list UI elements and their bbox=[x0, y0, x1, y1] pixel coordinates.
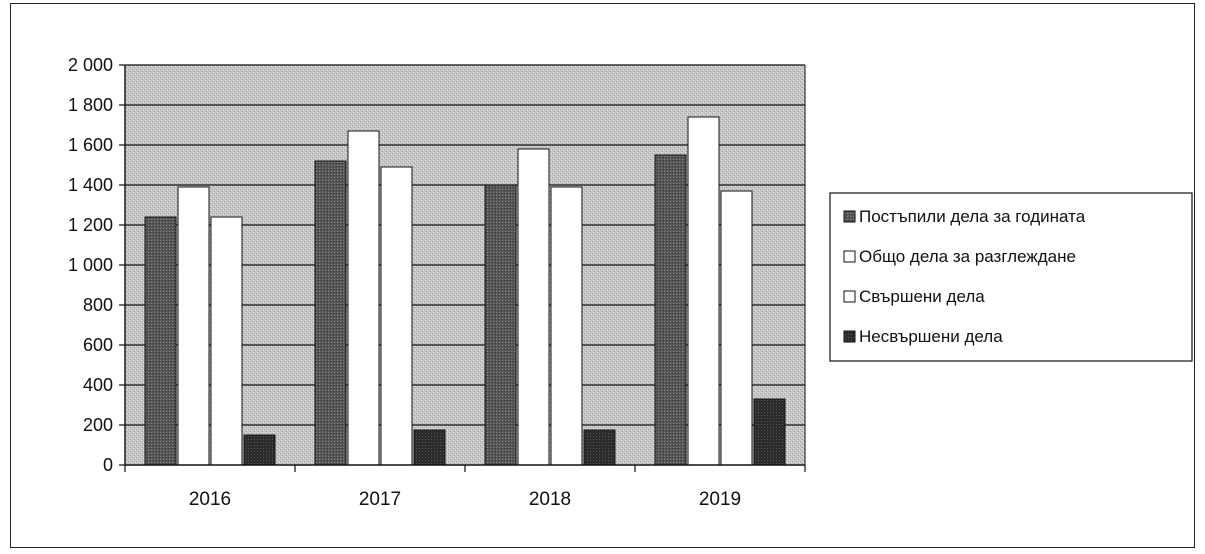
legend-label-3: Несвършени дела bbox=[859, 327, 1003, 346]
bar-3-2017 bbox=[413, 429, 446, 466]
axes bbox=[119, 64, 806, 472]
bar-0-2016 bbox=[144, 216, 177, 466]
x-tick-label: 2018 bbox=[529, 489, 571, 510]
bar-2-2016 bbox=[210, 216, 243, 466]
legend-swatch-3 bbox=[843, 330, 856, 343]
x-tick-label: 2017 bbox=[359, 489, 401, 510]
x-tick-label: 2019 bbox=[699, 489, 741, 510]
legend-label-2: Свършени дела bbox=[859, 287, 985, 306]
bar-chart: 0 200 400 600 800 1 000 1 200 1 400 1 600 1 800 2 … bbox=[10, 3, 1195, 548]
bar-0-2018 bbox=[484, 184, 517, 466]
y-tick-label: 200 bbox=[83, 415, 113, 435]
legend-item: Постъпили дела за годината bbox=[843, 207, 1086, 226]
x-tick-label: 2016 bbox=[189, 489, 231, 510]
legend-swatch-0 bbox=[843, 210, 856, 223]
legend-item: Общо дела за разглеждане bbox=[843, 247, 1076, 266]
y-tick-label: 1 400 bbox=[68, 175, 113, 195]
bar-1-2017 bbox=[347, 130, 380, 466]
bar-2-2019 bbox=[720, 190, 753, 466]
bar-3-2018 bbox=[583, 429, 616, 466]
bar-1-2016 bbox=[177, 186, 210, 466]
bar-0-2017 bbox=[314, 160, 347, 466]
y-tick-label: 1 000 bbox=[68, 255, 113, 275]
bar-3-2019 bbox=[753, 398, 786, 466]
legend-label-1: Общо дела за разглеждане bbox=[859, 247, 1076, 266]
legend: Постъпили дела за годината Общо дела за … bbox=[829, 192, 1193, 362]
y-tick-label: 1 600 bbox=[68, 135, 113, 155]
legend-box bbox=[829, 192, 1193, 362]
bar-1-2018 bbox=[517, 148, 550, 466]
legend-swatch-2 bbox=[843, 290, 856, 303]
chart-frame: 0 200 400 600 800 1 000 1 200 1 400 1 600 1 800 2 … bbox=[10, 3, 1195, 548]
bar-2-2018 bbox=[550, 186, 583, 466]
bar-1-2019 bbox=[687, 116, 720, 466]
y-tick-label: 600 bbox=[83, 335, 113, 355]
y-tick-label: 800 bbox=[83, 295, 113, 315]
y-tick-label: 1 200 bbox=[68, 215, 113, 235]
y-tick-label: 400 bbox=[83, 375, 113, 395]
legend-label-0: Постъпили дела за годината bbox=[859, 207, 1086, 226]
y-tick-label: 0 bbox=[103, 455, 113, 475]
y-tick-labels: 0 200 400 600 800 1 000 1 200 1 400 1 600 1 800 2 … bbox=[68, 55, 113, 475]
bars bbox=[144, 116, 786, 466]
y-tick-label: 2 000 bbox=[68, 55, 113, 75]
y-tick-label: 1 800 bbox=[68, 95, 113, 115]
legend-item: Несвършени дела bbox=[843, 327, 1003, 346]
legend-swatch-1 bbox=[843, 250, 856, 263]
bar-0-2019 bbox=[654, 154, 687, 466]
x-tick-labels: 2016 2017 2018 2019 bbox=[189, 489, 741, 510]
bar-3-2016 bbox=[243, 434, 276, 466]
bar-2-2017 bbox=[380, 166, 413, 466]
legend-item: Свършени дела bbox=[843, 287, 985, 306]
